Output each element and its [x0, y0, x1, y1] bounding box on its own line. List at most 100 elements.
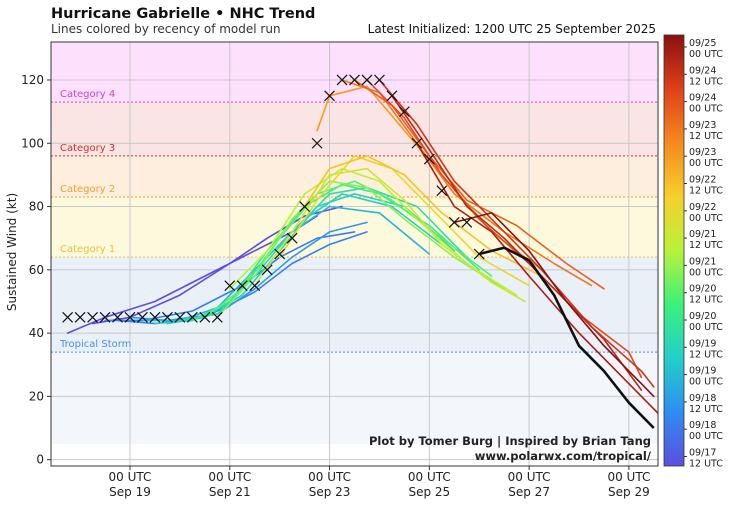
y-tick-label: 0: [36, 453, 44, 467]
colorbar-tick-date: 09/21: [689, 229, 716, 240]
observed-intensity-marker-10: [174, 311, 186, 323]
observed-intensity-marker-1: [62, 311, 74, 323]
observed-intensity-marker-24: [349, 74, 360, 86]
observed-intensity-marker-32: [448, 216, 460, 228]
forecast-run-line-21: [378, 79, 655, 388]
forecast-run-line-11: [204, 180, 493, 319]
category-2-band: [51, 155, 658, 198]
forecast-run-line-13: [229, 167, 518, 296]
observed-intensity-marker-31: [436, 185, 448, 197]
colorbar-tick-date: 09/24: [689, 93, 716, 104]
chart-subtitle: Lines colored by recency of model run: [51, 22, 281, 36]
observed-intensity-marker-4: [99, 311, 111, 323]
x-tick-label-date: Sep 27: [508, 485, 550, 499]
colorbar-tick-time: 12 UTC: [689, 349, 723, 360]
forecast-run-line-12: [216, 180, 505, 319]
colorbar-tick-time: 12 UTC: [689, 295, 723, 306]
y-tick-label: 20: [29, 389, 44, 403]
colorbar-tick-time: 00 UTC: [689, 267, 723, 278]
best-track-line: [478, 246, 655, 429]
observed-intensity-marker-23: [336, 74, 348, 86]
category-2-label: Category 2: [60, 184, 115, 195]
colorbar-tick-time: 00 UTC: [689, 49, 723, 60]
latest-forecast-line: [478, 246, 655, 429]
observed-intensity-marker-3: [87, 311, 98, 323]
observed-intensity-marker-18: [274, 248, 286, 260]
category-1-band: [51, 197, 658, 258]
category-4-label: Category 4: [60, 89, 115, 100]
observed-intensity-marker-28: [398, 106, 410, 118]
y-tick-label: 60: [29, 263, 44, 277]
x-tick-label-date: Sep 19: [109, 485, 151, 499]
observed-intensity-marker-17: [261, 264, 273, 276]
colorbar-tick-time: 00 UTC: [689, 322, 723, 333]
x-tick-label-time: 00 UTC: [508, 470, 551, 484]
colorbar-tick-date: 09/20: [689, 311, 716, 322]
observed-intensity-marker-21: [311, 137, 323, 149]
category-4-band: [51, 42, 658, 103]
colorbar-tick-time: 00 UTC: [689, 104, 723, 115]
observed-intensity-marker-29: [411, 137, 423, 149]
observed-intensity-marker-7: [137, 311, 148, 323]
tropical-storm-band: [51, 257, 658, 353]
y-tick-label: 100: [21, 136, 44, 150]
colorbar-tick-time: 12 UTC: [689, 131, 723, 142]
x-tick-label-date: Sep 25: [408, 485, 450, 499]
forecast-run-line-9: [179, 186, 468, 322]
colorbar-tick-time: 12 UTC: [689, 186, 723, 197]
y-tick-label: 120: [21, 73, 44, 87]
x-tick-label-time: 00 UTC: [308, 470, 351, 484]
colorbar-tick-date: 09/17: [689, 448, 716, 459]
credit-line-1: Plot by Tomer Burg | Inspired by Brian T…: [369, 434, 651, 448]
colorbar-tick-time: 12 UTC: [689, 76, 723, 87]
observed-intensity-marker-14: [224, 280, 236, 292]
observed-intensity-marker-20: [299, 201, 311, 212]
colorbar-tick-date: 09/19: [689, 338, 716, 349]
colorbar-tick-date: 09/22: [689, 202, 716, 213]
observed-intensity-marker-27: [386, 90, 398, 102]
best-track-markers: [62, 74, 485, 323]
colorbar-tick-time: 00 UTC: [689, 431, 723, 442]
tropical-storm-lower-band: [51, 352, 658, 444]
forecast-run-lines: [66, 79, 658, 415]
observed-intensity-marker-25: [361, 74, 373, 86]
x-tick-label-time: 00 UTC: [109, 470, 152, 484]
forecast-run-line-24: [453, 212, 655, 398]
observed-intensity-marker-19: [286, 232, 298, 244]
plot-frame: [50, 41, 659, 467]
x-tick-label-date: Sep 23: [309, 485, 351, 499]
colorbar-tick-time: 12 UTC: [689, 404, 723, 415]
observed-intensity-marker-9: [161, 311, 173, 323]
observed-intensity-marker-22: [324, 90, 335, 102]
forecast-run-line-20: [366, 79, 643, 379]
x-tick-label-time: 00 UTC: [208, 470, 251, 484]
colorbar-tick-time: 00 UTC: [689, 158, 723, 169]
observed-intensity-marker-30: [423, 153, 435, 165]
credit-line-2: www.polarwx.com/tropical/: [475, 449, 652, 463]
observed-intensity-marker-5: [112, 311, 123, 323]
observed-intensity-marker-26: [374, 74, 385, 86]
colorbar-tick-date: 09/21: [689, 256, 716, 267]
x-tick-label-date: Sep 29: [608, 485, 650, 499]
colorbar-tick-date: 09/23: [689, 147, 716, 158]
observed-intensity-marker-34: [473, 248, 485, 260]
chart-title: Hurricane Gabrielle • NHC Trend: [51, 6, 315, 22]
category-bands: [51, 42, 658, 466]
tropical-storm-label: Tropical Storm: [59, 339, 131, 350]
observed-intensity-marker-8: [149, 311, 161, 323]
x-tick-label-date: Sep 21: [209, 485, 251, 499]
colorbar-tick-time: 12 UTC: [689, 240, 723, 251]
y-axis: 0 20 40 60 80 100 120: [21, 73, 51, 467]
y-axis-label: Sustained Wind (kt): [5, 193, 19, 311]
category-3-label: Category 3: [60, 143, 115, 154]
y-tick-label: 40: [29, 326, 44, 340]
colorbar-tick-time: 00 UTC: [689, 377, 723, 388]
colorbar-gradient: [663, 34, 685, 467]
observed-intensity-marker-2: [74, 311, 86, 323]
observed-intensity-marker-6: [124, 311, 136, 323]
colorbar-tick-date: 09/20: [689, 284, 716, 295]
colorbar-tick-time: 00 UTC: [689, 213, 723, 224]
colorbar-tick-date: 09/24: [689, 65, 716, 76]
